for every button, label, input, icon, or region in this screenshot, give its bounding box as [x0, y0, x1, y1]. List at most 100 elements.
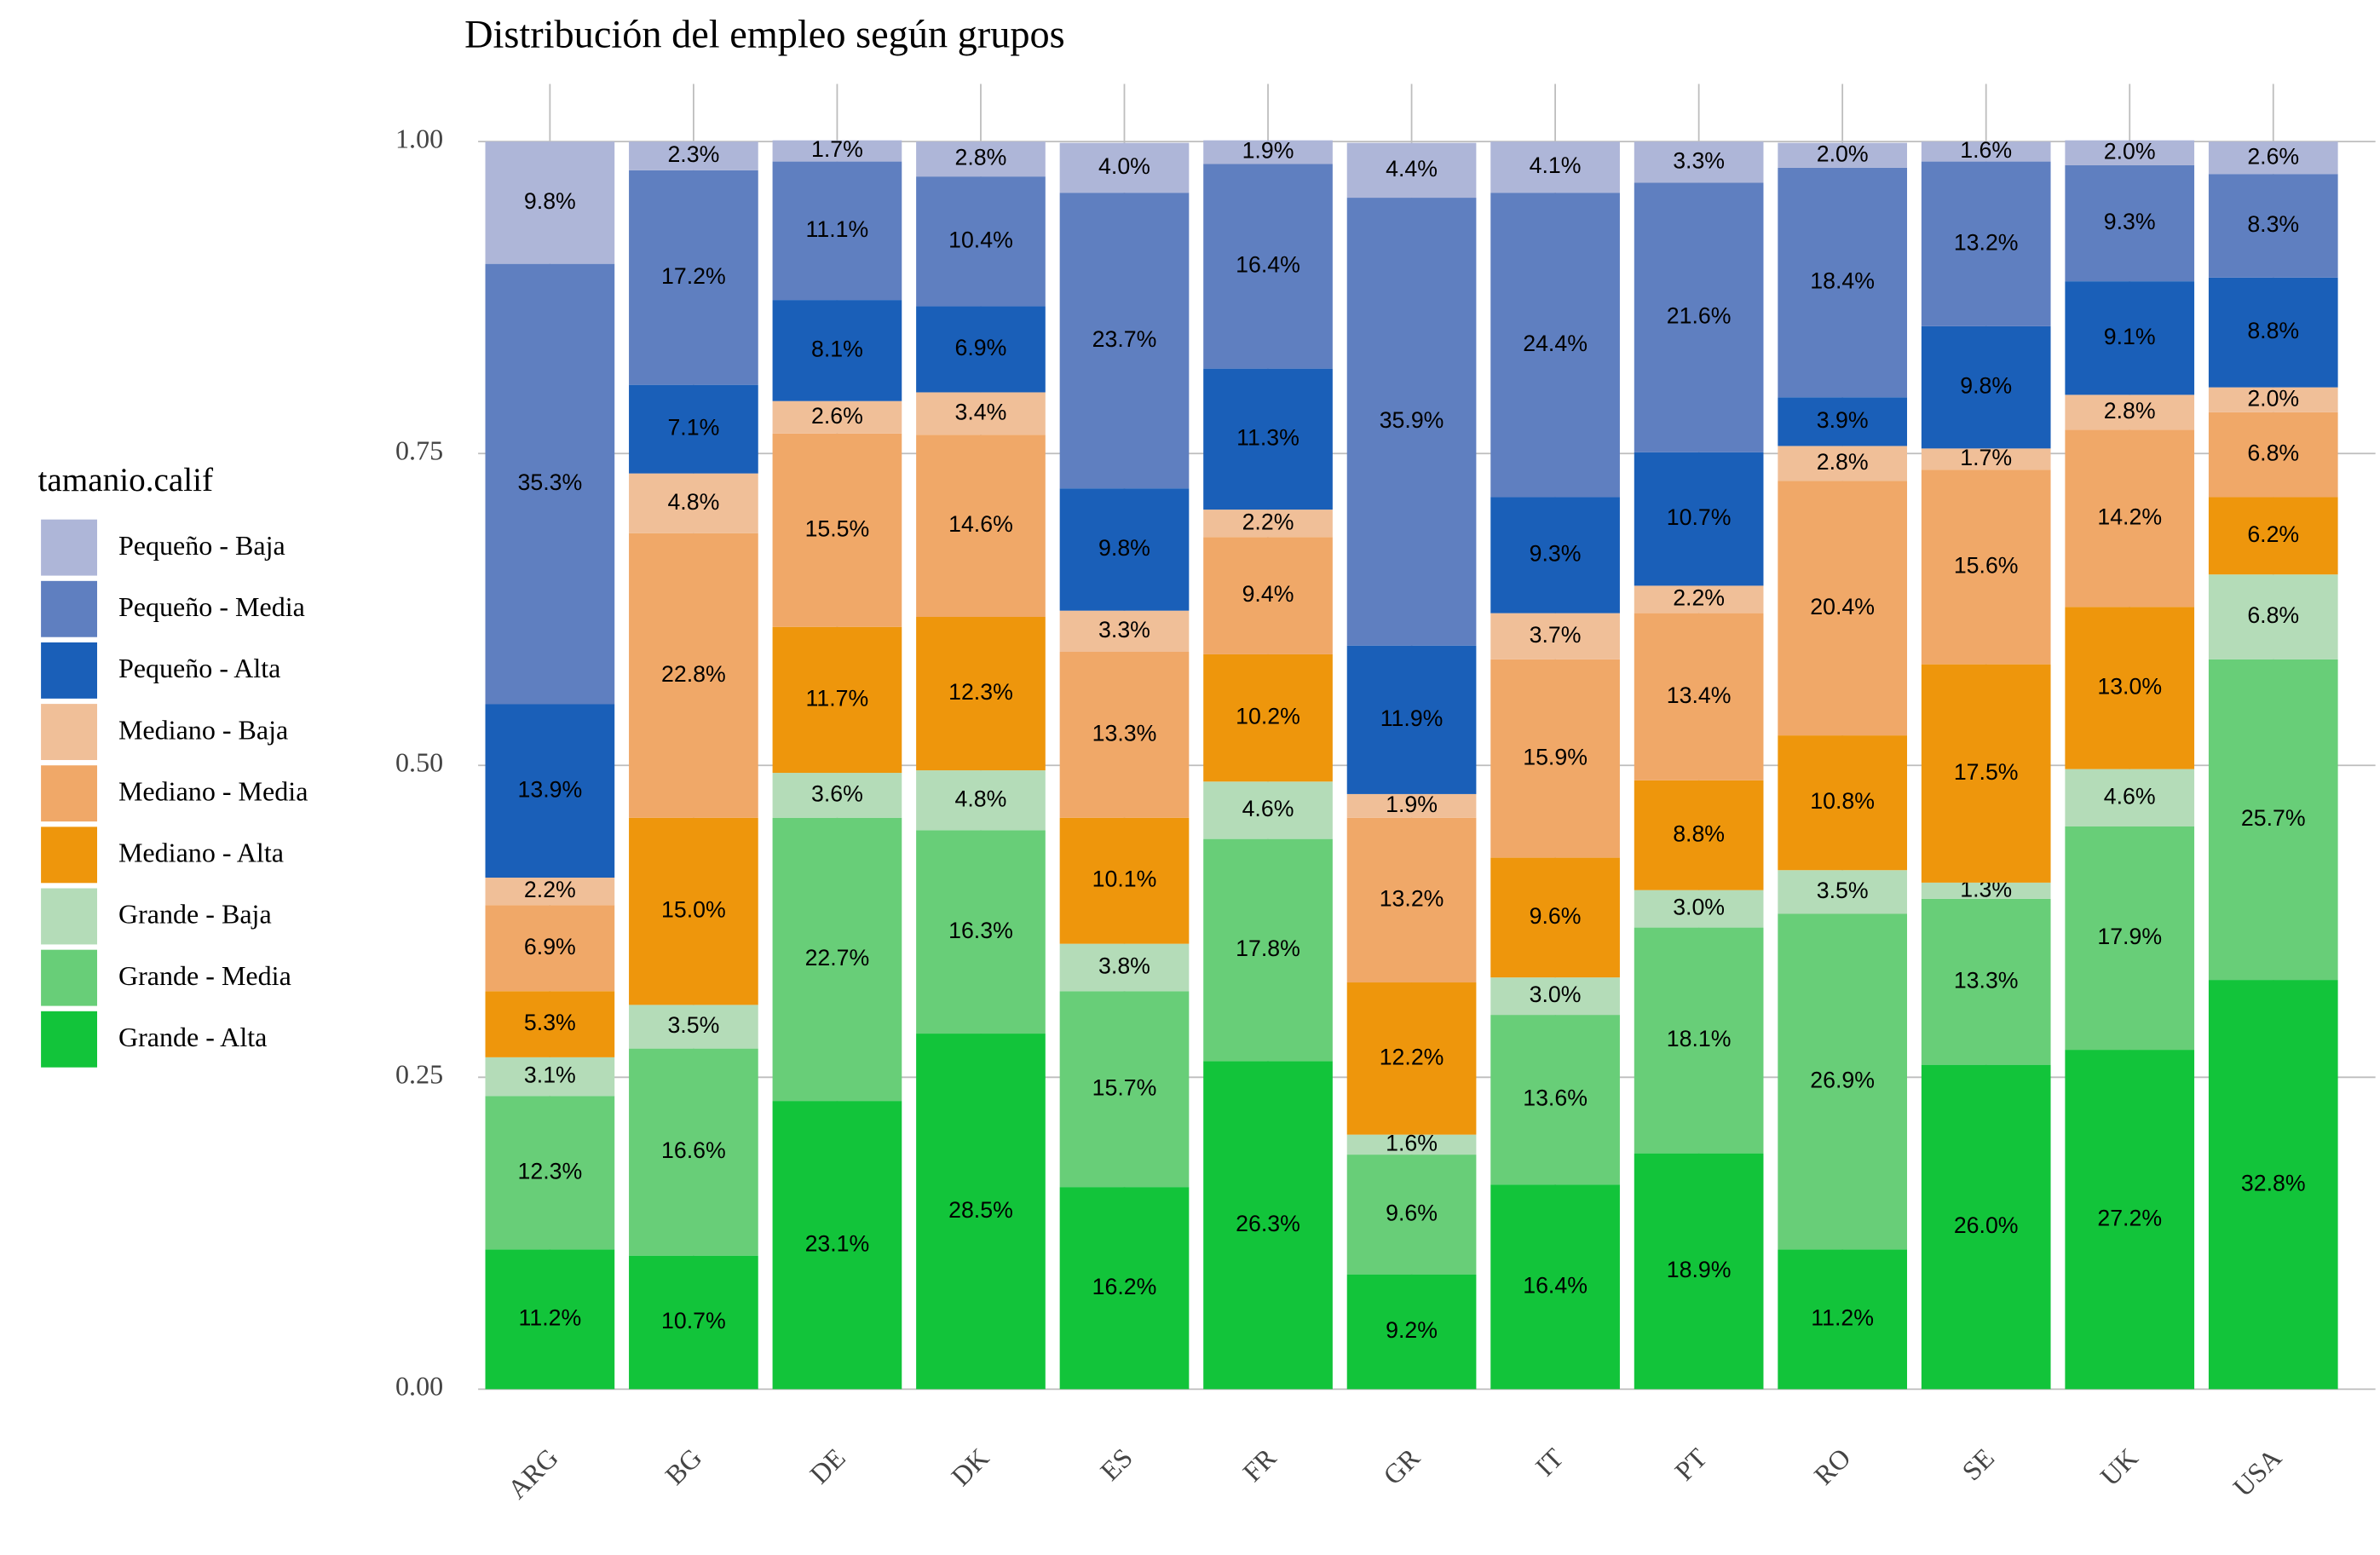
bar-segment — [1059, 991, 1190, 1188]
data-label: 8.1% — [811, 336, 863, 361]
bar-segment — [2208, 412, 2338, 498]
bar-segment — [485, 1096, 615, 1250]
data-label: 12.3% — [948, 679, 1013, 705]
bar-segment — [916, 141, 1046, 177]
bar-segment — [1921, 141, 2051, 162]
data-label: 17.8% — [1236, 936, 1300, 961]
data-label: 10.7% — [661, 1308, 726, 1333]
bar-segment — [1490, 193, 1620, 498]
data-label: 14.6% — [948, 511, 1013, 537]
data-label: 6.2% — [2247, 521, 2299, 547]
data-label: 11.3% — [1236, 424, 1299, 450]
bar-segment — [485, 905, 615, 992]
bar-segment — [1778, 446, 1908, 481]
bar-segment — [2208, 141, 2338, 175]
bar-segment — [485, 878, 615, 906]
bar-segment — [1634, 585, 1764, 613]
bar-segment — [772, 1101, 902, 1390]
bar-segment — [1203, 537, 1333, 654]
bar-segment — [772, 400, 902, 434]
legend-label: Grande - Alta — [118, 1022, 267, 1052]
y-tick-label: 0.75 — [395, 435, 443, 466]
data-label: 15.7% — [1092, 1074, 1157, 1100]
bar-segment — [1921, 448, 2051, 470]
data-label: 3.8% — [1098, 953, 1150, 979]
data-label: 18.4% — [1810, 268, 1875, 294]
data-label: 35.3% — [518, 469, 583, 495]
legend-label: Pequeño - Media — [118, 591, 305, 622]
bar-segment — [1634, 927, 1764, 1154]
bar-segment — [629, 473, 758, 533]
bar-segment — [1634, 780, 1764, 890]
legend-key — [41, 704, 97, 761]
bar-segment — [1778, 397, 1908, 446]
data-label: 28.5% — [948, 1197, 1013, 1223]
legend-title: tamanio.calif — [38, 462, 215, 498]
bar-segment — [629, 1255, 758, 1390]
data-label: 3.0% — [1530, 982, 1582, 1007]
data-label: 2.2% — [1242, 509, 1294, 534]
data-label: 3.0% — [1673, 895, 1725, 920]
data-label: 13.3% — [1954, 967, 2019, 993]
data-label: 4.8% — [955, 786, 1007, 811]
bar-segment — [485, 263, 615, 705]
bar-segment — [772, 140, 902, 162]
data-label: 3.7% — [1530, 622, 1582, 648]
data-label: 11.7% — [806, 685, 869, 711]
data-label: 9.3% — [2104, 209, 2156, 234]
x-tick-label: IT — [1530, 1442, 1570, 1482]
data-label: 9.3% — [1530, 541, 1582, 567]
bar-segment — [1490, 857, 1620, 978]
data-label: 10.7% — [1667, 504, 1732, 530]
bar-segment — [485, 704, 615, 878]
bar-segment — [772, 161, 902, 301]
x-tick-label: ES — [1094, 1442, 1138, 1486]
bar-segment — [629, 141, 758, 170]
data-label: 18.1% — [1667, 1026, 1732, 1051]
legend-label: Mediano - Baja — [118, 714, 288, 745]
bar-segment — [1921, 325, 2051, 449]
data-label: 15.0% — [661, 897, 726, 923]
data-label: 26.0% — [1954, 1212, 2019, 1238]
bar-segment — [1059, 610, 1190, 653]
bar-segment — [1778, 167, 1908, 398]
bar-segment — [1490, 141, 1620, 193]
bar-segment — [1203, 140, 1333, 164]
bar-segment — [1346, 793, 1477, 818]
bar-segment — [1346, 142, 1477, 199]
data-label: 9.6% — [1530, 903, 1582, 929]
data-label: 4.8% — [667, 489, 719, 515]
y-tick-label: 0.00 — [395, 1371, 443, 1402]
data-label: 10.2% — [1236, 704, 1300, 729]
data-label: 16.4% — [1236, 252, 1300, 278]
data-label: 15.5% — [805, 515, 870, 541]
bar-segment — [1634, 1153, 1764, 1390]
data-label: 3.5% — [1817, 878, 1869, 903]
x-tick-label: DE — [804, 1442, 851, 1489]
data-label: 25.7% — [2241, 805, 2306, 831]
data-label: 17.9% — [2097, 924, 2162, 949]
data-label: 13.3% — [1092, 720, 1157, 746]
data-label: 16.6% — [661, 1137, 726, 1163]
bar-segment — [629, 1005, 758, 1049]
data-label: 3.4% — [955, 399, 1007, 424]
legend-label: Pequeño - Alta — [118, 653, 280, 683]
data-label: 22.8% — [661, 661, 726, 687]
data-label: 1.7% — [811, 136, 863, 162]
bar-segment — [2065, 826, 2195, 1051]
bar-segment — [1346, 817, 1477, 983]
data-label: 10.4% — [948, 227, 1013, 252]
data-label: 17.5% — [1954, 759, 2019, 785]
data-label: 2.2% — [524, 877, 576, 902]
data-label: 16.2% — [1092, 1274, 1157, 1299]
data-label: 26.9% — [1810, 1067, 1875, 1092]
bar-segment — [916, 770, 1046, 831]
data-label: 3.1% — [524, 1063, 576, 1088]
data-label: 23.1% — [805, 1230, 870, 1256]
data-label: 2.0% — [1817, 141, 1869, 166]
bar-segment — [1921, 882, 2051, 899]
legend-key — [41, 949, 97, 1006]
data-label: 9.8% — [524, 188, 576, 214]
bar-segment — [1490, 497, 1620, 613]
data-label: 10.1% — [1092, 867, 1157, 892]
